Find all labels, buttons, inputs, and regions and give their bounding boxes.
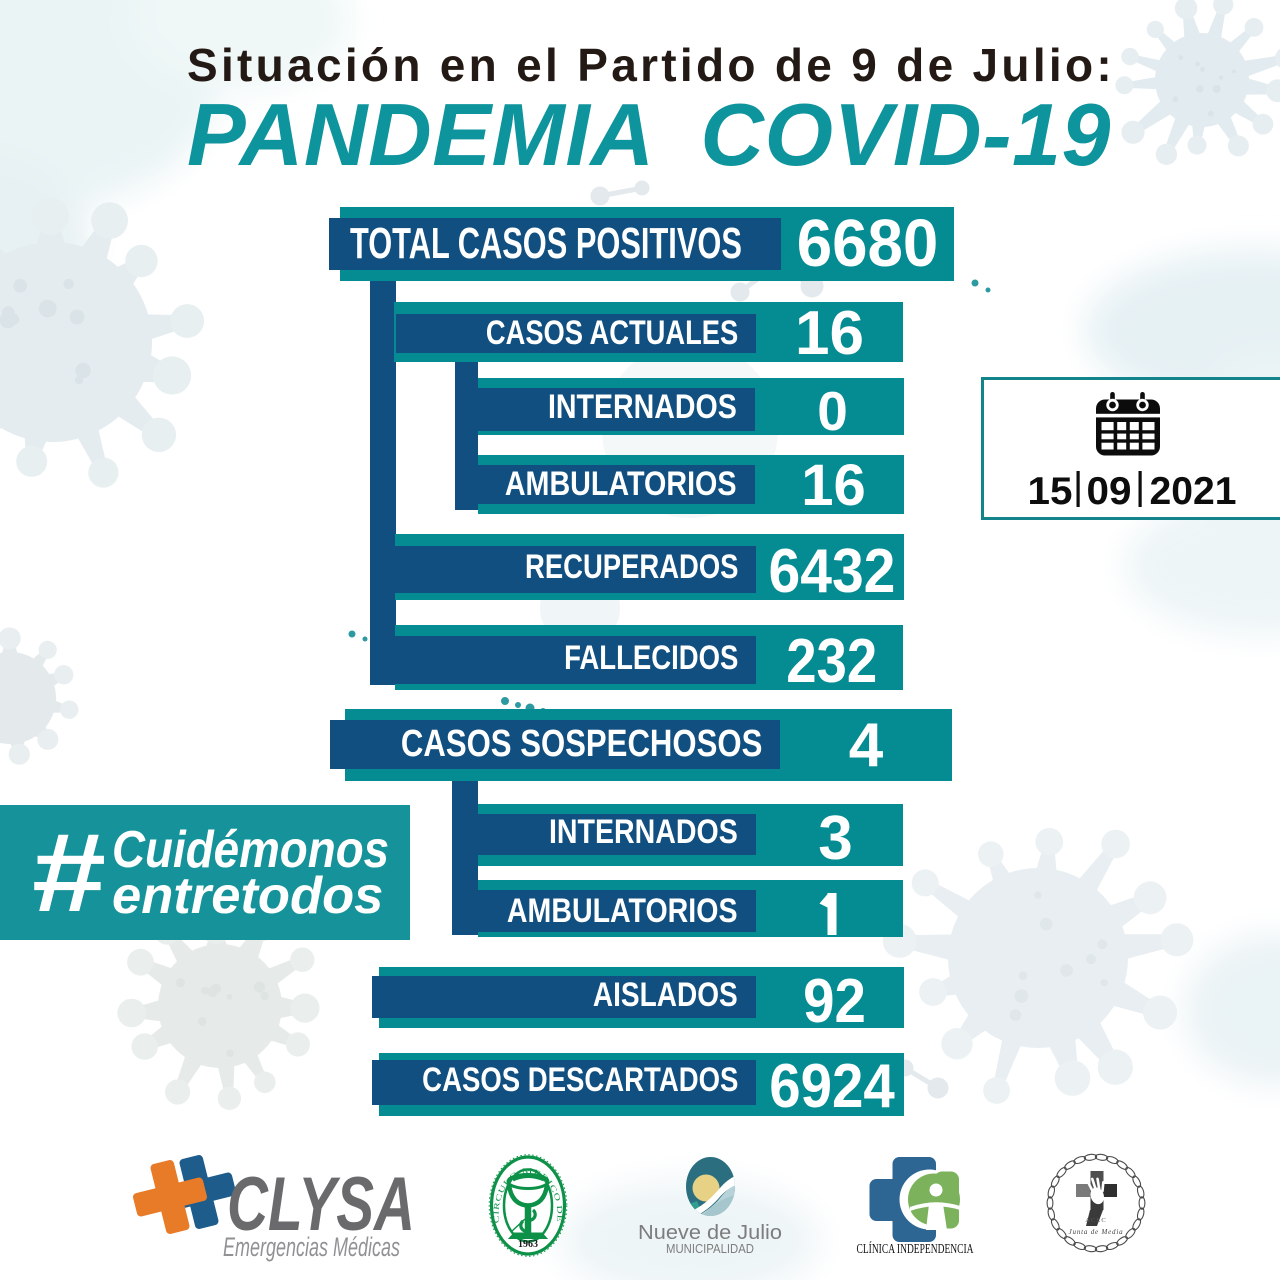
svg-text:CLYSA: CLYSA bbox=[227, 1162, 415, 1247]
svg-text:MUNICIPALIDAD: MUNICIPALIDAD bbox=[666, 1241, 754, 1256]
svg-text:1963: 1963 bbox=[518, 1239, 538, 1250]
svg-text:Junta de Media: Junta de Media bbox=[1069, 1228, 1124, 1236]
svg-text:Emergencias Médicas: Emergencias Médicas bbox=[223, 1232, 400, 1262]
svg-text:09: 09 bbox=[1087, 470, 1132, 513]
svg-text:ACEC: ACEC bbox=[1085, 1217, 1106, 1224]
svg-text:2021: 2021 bbox=[1150, 470, 1237, 513]
svg-text:CLÍNICA INDEPENDENCIA: CLÍNICA INDEPENDENCIA bbox=[857, 1240, 975, 1257]
svg-text:15: 15 bbox=[1028, 470, 1073, 513]
svg-text:Nueve de Julio: Nueve de Julio bbox=[638, 1222, 782, 1244]
